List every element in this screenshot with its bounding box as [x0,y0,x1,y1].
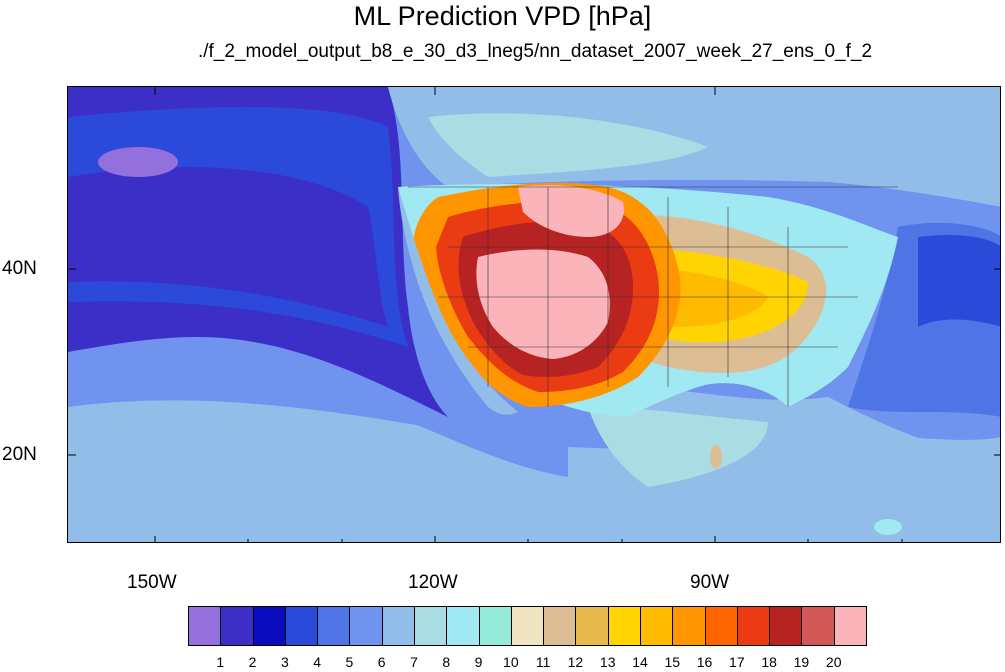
colorbar-swatch [640,606,674,646]
colorbar-label: 17 [729,654,745,670]
colorbar-label: 8 [442,654,451,670]
colorbar-swatch [833,606,867,646]
colorbar-swatch [769,606,803,646]
map-canvas [68,87,1000,542]
colorbar-label: 13 [599,654,616,670]
colorbar-label: 12 [567,654,584,670]
colorbar-swatch [672,606,706,646]
colorbar-swatch [801,606,835,646]
colorbar-swatch [510,606,545,646]
colorbar-swatch [736,606,771,646]
map-ticks [68,87,1000,542]
lat-label-20n: 20N [2,444,37,465]
colorbar-label: 2 [248,654,257,670]
colorbar-label: 18 [761,654,777,670]
colorbar-swatch [349,606,383,646]
map-title: ML Prediction VPD [hPa] [353,1,652,31]
north-pacific-core [68,167,388,327]
map-subtitle: ./f_2_model_output_b8_e_30_d3_lneg5/nn_d… [197,41,873,62]
colorbar-label: 3 [280,654,289,670]
colorbar-swatch [252,606,286,646]
colorbar-label: 10 [503,654,519,670]
colorbar-swatch [381,606,415,646]
colorbar-label: 15 [664,654,681,670]
canada-pale [428,113,708,177]
gulf-light [588,407,768,487]
colorbar-swatch [220,606,254,646]
colorbar-swatch [317,606,351,646]
colorbar-label: 5 [345,654,354,670]
colorbar-swatch [607,606,641,646]
colorbar-label: 20 [825,654,842,670]
state-boundaries [408,186,898,407]
southwest-pink [476,249,610,359]
colorbar-label: 6 [377,654,386,670]
lon-label-150w: 150W [127,572,177,593]
colorbar-swatch [284,606,319,646]
colorbar-label: 4 [313,654,322,670]
purple-patch-west [98,147,178,177]
colorbar-swatch [414,606,448,646]
colorbar-label: 16 [696,654,713,670]
colorbar-label: 14 [632,654,648,670]
colorbar-swatch [446,606,480,646]
yucatan-patch [710,445,722,469]
lat-label-40n: 40N [2,258,37,279]
colorbar-label: 7 [410,654,418,670]
caribbean-patch [874,519,902,535]
colorbar-swatch [704,606,738,646]
atlantic-dark [918,235,1000,327]
colorbar-label: 1 [216,654,225,670]
lon-label-90w: 90W [690,572,730,593]
colorbar-swatch [575,606,609,646]
colorbar-label: 9 [474,654,483,670]
vpd-map [67,86,1001,543]
north-pink [518,185,624,237]
colorbar-swatch [543,606,577,646]
colorbar-label: 11 [535,654,551,670]
colorbar-swatch [478,606,512,646]
pacific-band [68,332,568,477]
colorbar-label: 19 [793,654,810,670]
lon-label-120w: 120W [408,572,458,593]
colorbar-swatch [188,606,222,646]
